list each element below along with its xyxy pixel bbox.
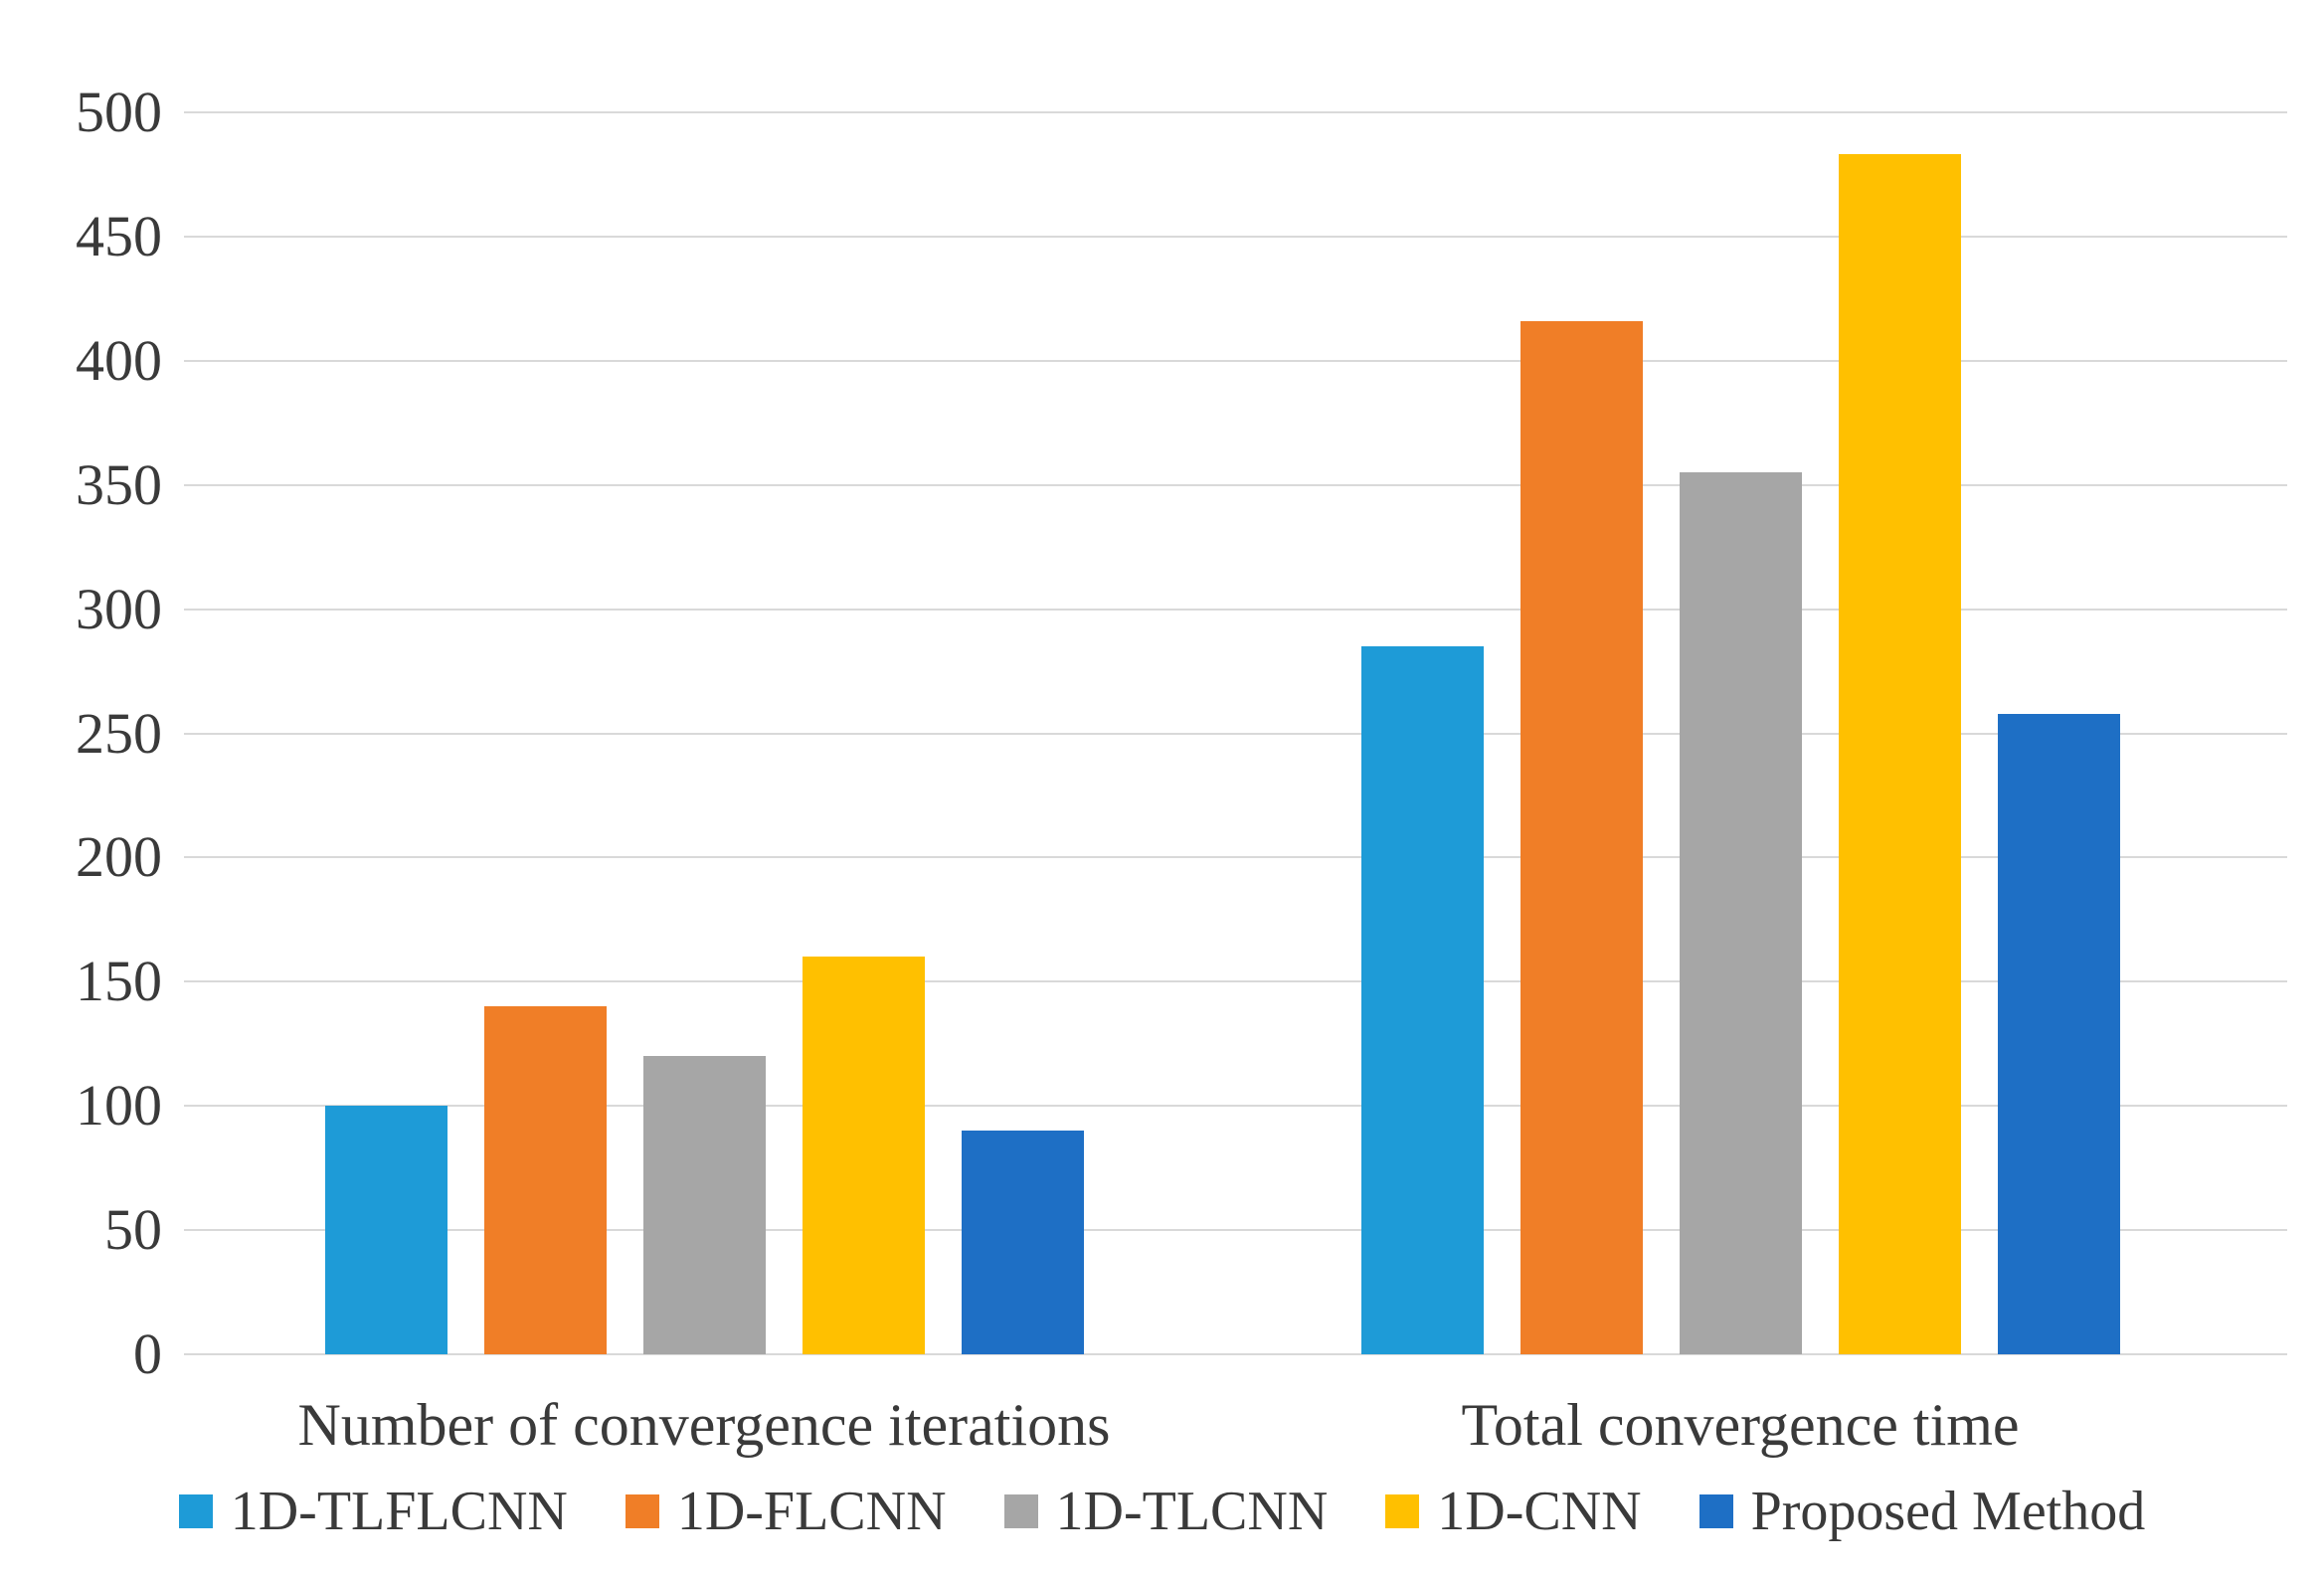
plot-area [184, 111, 2287, 1355]
gridline [184, 1229, 2287, 1232]
gridline [184, 111, 2287, 113]
y-tick-label: 400 [76, 327, 162, 393]
bar-1d-cnn [1838, 154, 1961, 1354]
legend-item: Proposed Method [1698, 1480, 2146, 1543]
legend-swatch-icon [1698, 1494, 1733, 1528]
gridline [184, 1105, 2287, 1108]
y-tick-label: 150 [76, 949, 162, 1014]
y-tick-label: 100 [76, 1073, 162, 1139]
y-tick-label: 500 [76, 80, 162, 144]
legend-swatch-icon [625, 1494, 659, 1528]
legend-swatch-icon [178, 1494, 213, 1528]
y-tick-label: 250 [76, 700, 162, 766]
bar-proposed-method [961, 1131, 1084, 1354]
gridline [184, 980, 2287, 983]
y-tick-label: 0 [133, 1321, 162, 1386]
y-tick-label: 350 [76, 451, 162, 517]
y-tick-label: 300 [76, 576, 162, 641]
category-label: Total convergence time [1461, 1392, 2020, 1458]
y-tick-label: 50 [104, 1197, 162, 1263]
bar-1d-tlcnn [642, 1056, 766, 1354]
bar-proposed-method [1997, 713, 2120, 1354]
legend-item: 1D-TLFLCNN [178, 1480, 568, 1543]
gridline [184, 359, 2287, 362]
gridline [184, 1353, 2287, 1355]
gridline [184, 483, 2287, 486]
gridline [184, 856, 2287, 859]
legend-swatch-icon [1003, 1494, 1038, 1528]
legend: 1D-TLFLCNN 1D-FLCNN 1D-TLCNN 1D-CNN Proposed… [0, 1480, 2324, 1543]
legend-label: 1D-TLCNN [1055, 1481, 1329, 1542]
bar-1d-flcnn [483, 1006, 607, 1354]
bar-1d-tlflcnn [324, 1106, 447, 1354]
legend-label: 1D-FLCNN [676, 1481, 947, 1542]
legend-label: 1D-CNN [1437, 1481, 1642, 1542]
bar-1d-tlflcnn [1360, 646, 1484, 1354]
gridline [184, 608, 2287, 611]
legend-item: 1D-CNN [1385, 1480, 1642, 1543]
gridline [184, 732, 2287, 735]
legend-item: 1D-TLCNN [1003, 1480, 1329, 1543]
legend-label: 1D-TLFLCNN [230, 1481, 568, 1542]
bar-1d-tlcnn [1679, 472, 1802, 1354]
legend-swatch-icon [1385, 1494, 1420, 1528]
bar-1d-flcnn [1520, 320, 1643, 1354]
legend-item: 1D-FLCNN [625, 1480, 947, 1543]
gridline [184, 235, 2287, 238]
category-label: Number of convergence iterations [297, 1392, 1111, 1458]
bar-1d-cnn [802, 957, 925, 1354]
y-tick-label: 450 [76, 203, 162, 268]
y-tick-label: 200 [76, 824, 162, 890]
legend-label: Proposed Method [1750, 1481, 2146, 1542]
